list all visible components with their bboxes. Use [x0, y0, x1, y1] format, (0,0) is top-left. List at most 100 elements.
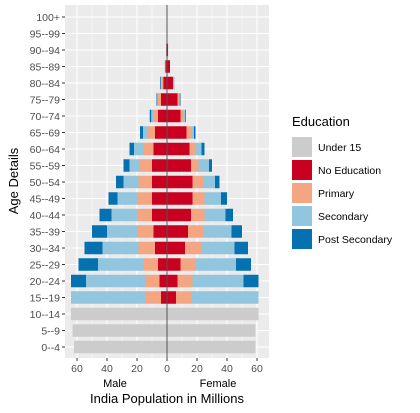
bar-male-secondary — [86, 274, 146, 288]
x-tick-label: 20 — [191, 363, 203, 375]
bar-male-secondary — [143, 126, 148, 139]
bar-male-post-secondary — [140, 126, 143, 139]
bar-female-post-secondary — [221, 192, 227, 205]
bar-male-post-secondary — [84, 241, 103, 255]
bar-female-primary — [189, 142, 196, 156]
bar-male-post-secondary — [99, 208, 112, 222]
bar-female-primary — [188, 225, 203, 238]
bar-female-secondary — [201, 241, 235, 255]
bar-female-under-15 — [167, 324, 256, 337]
bar-male-secondary — [123, 175, 139, 189]
bar-male-no-education — [158, 109, 167, 123]
bar-female-primary — [191, 208, 205, 222]
bar-male-primary — [146, 291, 161, 304]
y-tick-label: 0--4 — [41, 342, 60, 354]
y-tick-label: 100+ — [36, 12, 60, 24]
x-axis-title: India Population in Millions — [90, 391, 244, 406]
bar-female-secondary — [198, 159, 209, 172]
x-tick-label: 60 — [251, 363, 263, 375]
bar-female-no-education — [167, 208, 191, 222]
bar-male-no-education — [155, 126, 167, 139]
y-tick-label: 75--79 — [30, 94, 61, 106]
y-tick-label: 50--54 — [30, 177, 61, 189]
bar-female-post-secondary — [215, 175, 220, 189]
legend-key-primary — [292, 183, 312, 203]
bar-female-secondary — [195, 258, 236, 271]
bar-female-secondary — [179, 93, 180, 106]
y-tick-label: 10--14 — [30, 309, 61, 321]
bar-male-primary — [143, 258, 158, 271]
bar-male-no-education — [158, 258, 167, 271]
bar-female-no-education — [167, 159, 191, 172]
y-tick-label: 15--19 — [30, 292, 61, 304]
bar-male-primary — [137, 192, 152, 205]
bar-female-no-education — [167, 93, 178, 106]
legend-label-primary: Primary — [318, 188, 355, 200]
y-tick-label: 65--69 — [30, 127, 61, 139]
x-tick-label: 0 — [164, 363, 170, 375]
bar-female-primary — [186, 126, 191, 139]
bar-female-post-secondary — [185, 109, 186, 123]
bar-male-no-education — [165, 60, 167, 73]
legend: Education Under 15 No Education Primary Sec… — [292, 114, 393, 249]
y-tick-label: 70--74 — [30, 111, 61, 123]
bar-male-secondary — [161, 76, 162, 90]
legend-label-secondary: Secondary — [318, 211, 369, 223]
bar-male-primary — [137, 225, 154, 238]
bar-female-primary — [180, 258, 196, 271]
bar-male-no-education — [153, 225, 167, 238]
bar-female-primary — [180, 109, 184, 123]
y-tick-label: 35--39 — [30, 226, 61, 238]
bar-female-no-education — [167, 43, 169, 57]
bar-male-no-education — [161, 291, 167, 304]
bar-male-no-education — [152, 175, 167, 189]
bar-male-secondary — [134, 142, 143, 156]
bar-female-primary — [177, 93, 179, 106]
bar-male-primary — [158, 93, 161, 106]
bar-male-post-secondary — [156, 93, 158, 106]
bar-female-post-secondary — [194, 126, 196, 139]
bar-male-primary — [138, 175, 152, 189]
bar-female-primary — [173, 76, 174, 90]
bar-female-post-secondary — [225, 208, 233, 222]
y-tick-label: 40--44 — [30, 210, 61, 222]
bar-female-post-secondary — [209, 159, 212, 172]
bar-male-no-education — [159, 274, 167, 288]
bar-female-primary — [192, 192, 205, 205]
y-tick-label: 95--99 — [30, 28, 61, 40]
legend-key-post-secondary — [292, 229, 312, 249]
y-tick-label: 20--24 — [30, 276, 61, 288]
bar-female-post-secondary — [243, 274, 259, 288]
y-tick-label: 90--94 — [30, 45, 61, 57]
bar-male-no-education — [152, 208, 167, 222]
bar-female-no-education — [167, 60, 170, 73]
bar-male-post-secondary — [108, 192, 118, 205]
y-tick-label: 25--29 — [30, 259, 61, 271]
legend-label-under-15: Under 15 — [318, 142, 361, 154]
bar-male-under-15 — [74, 340, 167, 354]
bar-male-post-secondary — [71, 274, 86, 288]
bar-male-post-secondary — [116, 175, 124, 189]
bar-male-secondary — [98, 258, 143, 271]
bar-female-secondary — [191, 126, 194, 139]
x-tick-label: 40 — [101, 363, 113, 375]
bar-male-post-secondary — [149, 109, 152, 123]
x-tick-label: 60 — [71, 363, 83, 375]
y-tick-label: 85--89 — [30, 61, 61, 73]
y-axis-title: Age Details — [6, 147, 21, 214]
bar-female-no-education — [167, 291, 176, 304]
bar-male-secondary — [111, 208, 137, 222]
bar-female-secondary — [183, 109, 185, 123]
x-tick-label: 20 — [131, 363, 143, 375]
bar-female-no-education — [167, 142, 190, 156]
bar-female-primary — [176, 291, 191, 304]
x-side-label-female: Female — [200, 378, 237, 390]
bar-female-secondary — [204, 192, 221, 205]
bar-female-no-education — [167, 241, 185, 255]
bar-female-post-secondary — [231, 225, 242, 238]
bar-male-post-secondary — [160, 76, 161, 90]
bar-male-post-secondary — [129, 142, 134, 156]
bar-female-secondary — [195, 142, 202, 156]
bar-male-post-secondary — [92, 225, 107, 238]
